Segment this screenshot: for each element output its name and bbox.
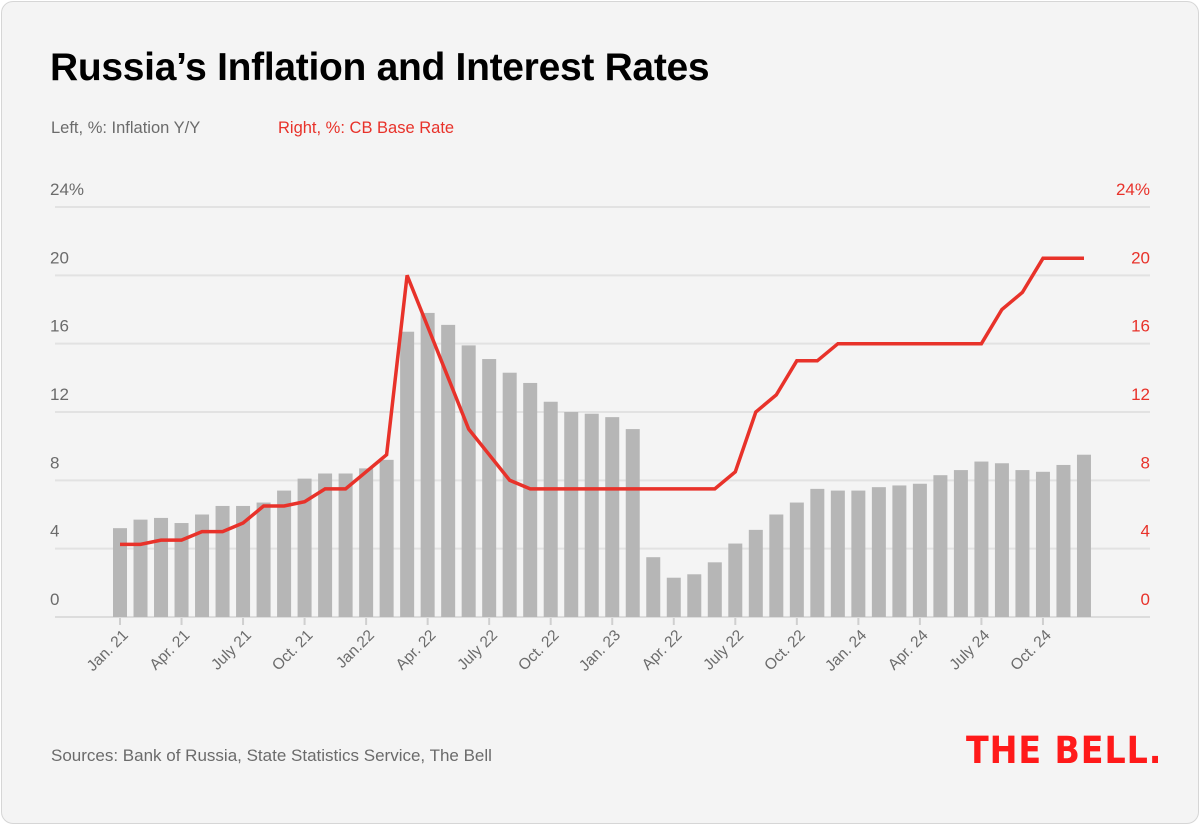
inflation-bar [400, 331, 415, 617]
inflation-bar [277, 490, 292, 617]
y-tick-label-right: 16 [1131, 317, 1150, 336]
the-bell-logo: THE BELL. [966, 729, 1163, 772]
x-tick-label: Apr. 22 [639, 627, 686, 674]
inflation-bar [625, 429, 640, 617]
inflation-bar [769, 514, 784, 617]
x-tick-label: Oct. 21 [269, 627, 316, 674]
inflation-bar [687, 574, 702, 617]
y-tick-label-left: 24% [50, 180, 84, 199]
inflation-bar [338, 473, 353, 617]
base-rate-line [120, 256, 1084, 547]
inflation-bar [810, 488, 825, 617]
inflation-bar [1035, 471, 1050, 617]
inflation-bar [851, 490, 866, 617]
x-tick-label: Apr. 22 [393, 627, 440, 674]
inflation-bar [994, 463, 1009, 617]
inflation-bar [441, 324, 456, 617]
inflation-bar [359, 468, 374, 617]
inflation-bar [543, 401, 558, 617]
inflation-bar [830, 490, 845, 617]
inflation-bar [789, 502, 804, 617]
inflation-bar [256, 502, 271, 617]
inflation-bar [113, 528, 127, 617]
y-tick-label-left: 8 [50, 453, 59, 472]
y-tick-label-left: 0 [50, 590, 59, 609]
x-tick-label: Apr. 24 [885, 627, 932, 674]
y-tick-label-right: 20 [1131, 248, 1150, 267]
inflation-bar [154, 517, 169, 617]
y-tick-label-left: 12 [50, 385, 69, 404]
legend-base-rate: Right, %: CB Base Rate [278, 119, 455, 137]
inflation-bar [871, 487, 886, 617]
y-tick-label-right: 0 [1141, 590, 1150, 609]
inflation-bar [605, 417, 620, 617]
inflation-bar [728, 543, 743, 617]
chart-title: Russia’s Inflation and Interest Rates [50, 46, 710, 89]
source-note: Sources: Bank of Russia, State Statistic… [51, 746, 492, 765]
x-tick-label: July 22 [454, 627, 501, 674]
y-tick-label-right: 24% [1116, 180, 1150, 199]
inflation-bar [420, 312, 435, 617]
x-tick-label: Apr. 21 [147, 627, 194, 674]
y-tick-label-left: 20 [50, 248, 69, 267]
inflation-bar [297, 478, 312, 617]
inflation-bar [912, 483, 927, 617]
inflation-bar [133, 519, 148, 617]
inflation-bar [933, 475, 948, 617]
x-tick-label: Jan. 21 [84, 627, 132, 675]
x-tick-label: Oct. 22 [515, 627, 562, 674]
inflation-bar [953, 470, 968, 617]
y-tick-label-right: 8 [1141, 453, 1150, 472]
inflation-bar [707, 562, 722, 617]
inflation-bar [461, 345, 476, 617]
x-tick-label: July 24 [946, 627, 993, 674]
inflation-bar [1015, 470, 1030, 617]
y-tick-label-right: 12 [1131, 385, 1150, 404]
x-tick-label: July 22 [700, 627, 747, 674]
y-tick-label-left: 4 [50, 522, 59, 541]
inflation-bar [174, 523, 189, 617]
inflation-bar [523, 382, 538, 617]
inflation-bar [195, 514, 210, 617]
inflation-bar [564, 412, 579, 617]
inflation-bar [892, 485, 907, 617]
inflation-bar [1056, 464, 1071, 617]
y-tick-label-left: 16 [50, 317, 69, 336]
inflation-bar [974, 461, 989, 617]
x-tick-label: Jan. 23 [576, 627, 624, 675]
inflation-bar [236, 505, 251, 617]
x-tick-label: July 21 [208, 627, 255, 674]
inflation-bar [1076, 454, 1091, 617]
inflation-bar [584, 413, 599, 617]
inflation-bar [318, 473, 333, 617]
inflation-bar [379, 459, 394, 617]
inflation-bar [646, 557, 661, 617]
inflation-bar [666, 577, 681, 617]
legend-inflation: Left, %: Inflation Y/Y [51, 119, 201, 137]
inflation-bar [502, 372, 517, 617]
y-tick-label-right: 4 [1141, 522, 1150, 541]
x-tick-label: Jan. 24 [822, 627, 870, 675]
x-tick-label: Jan.22 [333, 627, 378, 672]
x-tick-label: Oct. 24 [1007, 627, 1055, 675]
x-tick-label: Oct. 22 [761, 627, 808, 674]
inflation-bar [215, 505, 230, 617]
inflation-bar [748, 529, 763, 617]
inflation-bar [482, 359, 497, 617]
